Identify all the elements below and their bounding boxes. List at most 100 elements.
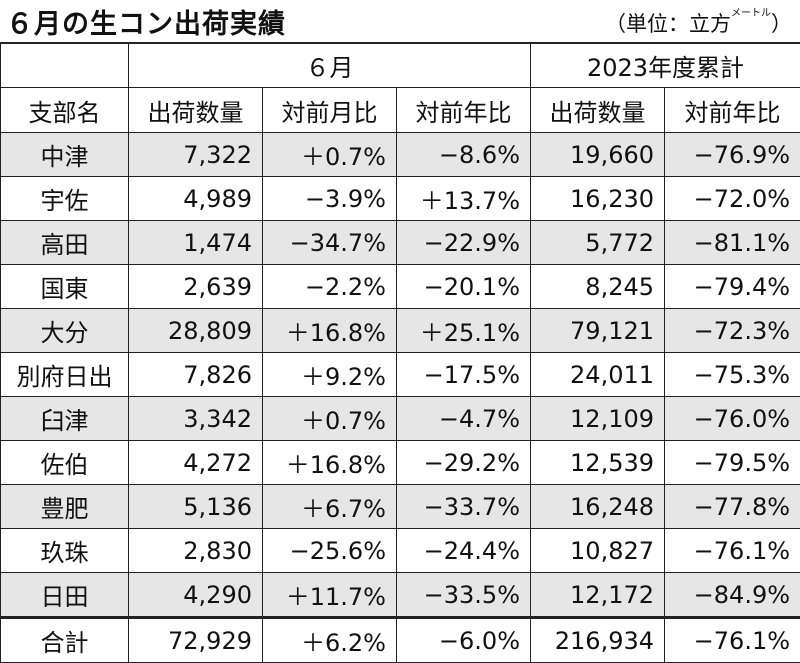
- table-row: 豊肥 5,136 ＋6.7% −33.7% 16,248 −77.8%: [0, 484, 800, 529]
- value-cell: −29.2%: [395, 440, 532, 485]
- value-cell: 16,230: [530, 176, 666, 221]
- branch-name-cell: 高田: [0, 220, 129, 265]
- table-row: 佐伯 4,272 ＋16.8% −29.2% 12,539 −79.5%: [0, 440, 800, 485]
- june-group-header: ６月: [127, 42, 532, 88]
- value-cell: 28,809: [128, 308, 263, 353]
- column-header: 支部名: [0, 87, 129, 133]
- value-cell: −3.9%: [262, 176, 397, 221]
- value-cell: −76.0%: [664, 396, 800, 441]
- value-cell: ＋9.2%: [262, 352, 397, 397]
- corner-cell: [0, 42, 129, 88]
- branch-name-cell: 国東: [0, 264, 129, 309]
- value-cell: 1,474: [128, 220, 263, 265]
- branch-name-cell: 別府日出: [0, 352, 129, 397]
- table-row: 中津 7,322 ＋0.7% −8.6% 19,660 −76.9%: [0, 132, 800, 177]
- value-cell: ＋13.7%: [395, 176, 532, 221]
- value-cell: −76.1%: [664, 528, 800, 573]
- value-cell: −8.6%: [395, 132, 532, 177]
- value-cell: 4,290: [128, 572, 263, 618]
- value-cell: −33.7%: [395, 484, 532, 529]
- value-cell: −2.2%: [262, 264, 397, 309]
- value-cell: −6.0%: [395, 616, 532, 663]
- unit-small-text: メートル: [731, 8, 771, 19]
- value-cell: 4,272: [128, 440, 263, 485]
- value-cell: ＋0.7%: [262, 132, 397, 177]
- value-cell: 3,342: [128, 396, 263, 441]
- value-cell: 12,539: [530, 440, 666, 485]
- value-cell: −75.3%: [664, 352, 800, 397]
- value-cell: −33.5%: [395, 572, 532, 618]
- value-cell: −20.1%: [395, 264, 532, 309]
- branch-name-cell: 合計: [0, 616, 129, 663]
- column-header: 対前年比: [664, 87, 800, 133]
- unit-prefix: （単位：立方: [605, 12, 731, 36]
- table-row: 玖珠 2,830 −25.6% −24.4% 10,827 −76.1%: [0, 528, 800, 573]
- branch-name-cell: 豊肥: [0, 484, 129, 529]
- column-header-row: 支部名 出荷数量 対前月比 対前年比 出荷数量 対前年比: [0, 87, 800, 133]
- branch-name-cell: 大分: [0, 308, 129, 353]
- value-cell: −34.7%: [262, 220, 397, 265]
- branch-name-cell: 宇佐: [0, 176, 129, 221]
- value-cell: ＋16.8%: [262, 440, 397, 485]
- table-row: 別府日出 7,826 ＋9.2% −17.5% 24,011 −75.3%: [0, 352, 800, 397]
- value-cell: 12,109: [530, 396, 666, 441]
- column-header: 対前月比: [262, 87, 397, 133]
- unit-note: （単位：立方メートル）: [605, 8, 792, 38]
- branch-name-cell: 佐伯: [0, 440, 129, 485]
- value-cell: −72.3%: [664, 308, 800, 353]
- table-row: 大分 28,809 ＋16.8% ＋25.1% 79,121 −72.3%: [0, 308, 800, 353]
- value-cell: −17.5%: [395, 352, 532, 397]
- value-cell: 7,322: [128, 132, 263, 177]
- value-cell: 10,827: [530, 528, 666, 573]
- group-header-row: ６月 2023年度累計: [0, 42, 800, 88]
- value-cell: 12,172: [530, 572, 666, 618]
- value-cell: 8,245: [530, 264, 666, 309]
- total-row: 合計 72,929 ＋6.2% −6.0% 216,934 −76.1%: [0, 616, 800, 663]
- table-row: 日田 4,290 ＋11.7% −33.5% 12,172 −84.9%: [0, 572, 800, 618]
- value-cell: 7,826: [128, 352, 263, 397]
- value-cell: ＋6.7%: [262, 484, 397, 529]
- value-cell: ＋0.7%: [262, 396, 397, 441]
- value-cell: 5,136: [128, 484, 263, 529]
- value-cell: −76.1%: [664, 616, 800, 663]
- value-cell: 4,989: [128, 176, 263, 221]
- value-cell: −84.9%: [664, 572, 800, 618]
- value-cell: −81.1%: [664, 220, 800, 265]
- ytd-group-header: 2023年度累計: [530, 42, 800, 88]
- value-cell: 2,639: [128, 264, 263, 309]
- value-cell: 16,248: [530, 484, 666, 529]
- value-cell: −77.8%: [664, 484, 800, 529]
- value-cell: 79,121: [530, 308, 666, 353]
- value-cell: ＋25.1%: [395, 308, 532, 353]
- column-header: 対前年比: [395, 87, 532, 133]
- value-cell: −79.5%: [664, 440, 800, 485]
- value-cell: 5,772: [530, 220, 666, 265]
- branch-name-cell: 日田: [0, 572, 129, 618]
- page-title: ６月の生コン出荷実績: [6, 9, 286, 40]
- value-cell: 2,830: [128, 528, 263, 573]
- table-row: 宇佐 4,989 −3.9% ＋13.7% 16,230 −72.0%: [0, 176, 800, 221]
- table-row: 国東 2,639 −2.2% −20.1% 8,245 −79.4%: [0, 264, 800, 309]
- value-cell: −72.0%: [664, 176, 800, 221]
- value-cell: ＋11.7%: [262, 572, 397, 618]
- value-cell: 216,934: [530, 616, 666, 663]
- value-cell: −22.9%: [395, 220, 532, 265]
- column-header: 出荷数量: [530, 87, 666, 133]
- value-cell: −25.6%: [262, 528, 397, 573]
- value-cell: 24,011: [530, 352, 666, 397]
- branch-name-cell: 臼津: [0, 396, 129, 441]
- value-cell: −76.9%: [664, 132, 800, 177]
- table-row: 臼津 3,342 ＋0.7% −4.7% 12,109 −76.0%: [0, 396, 800, 441]
- column-header: 出荷数量: [128, 87, 263, 133]
- value-cell: −24.4%: [395, 528, 532, 573]
- branch-name-cell: 中津: [0, 132, 129, 177]
- value-cell: −4.7%: [395, 396, 532, 441]
- unit-suffix: ）: [771, 12, 792, 36]
- value-cell: ＋6.2%: [262, 616, 397, 663]
- value-cell: 19,660: [530, 132, 666, 177]
- branch-name-cell: 玖珠: [0, 528, 129, 573]
- table-row: 高田 1,474 −34.7% −22.9% 5,772 −81.1%: [0, 220, 800, 265]
- value-cell: −79.4%: [664, 264, 800, 309]
- value-cell: 72,929: [128, 616, 263, 663]
- shipment-table: ６月 2023年度累計 支部名 出荷数量 対前月比 対前年比 出荷数量 対前年比…: [0, 42, 800, 663]
